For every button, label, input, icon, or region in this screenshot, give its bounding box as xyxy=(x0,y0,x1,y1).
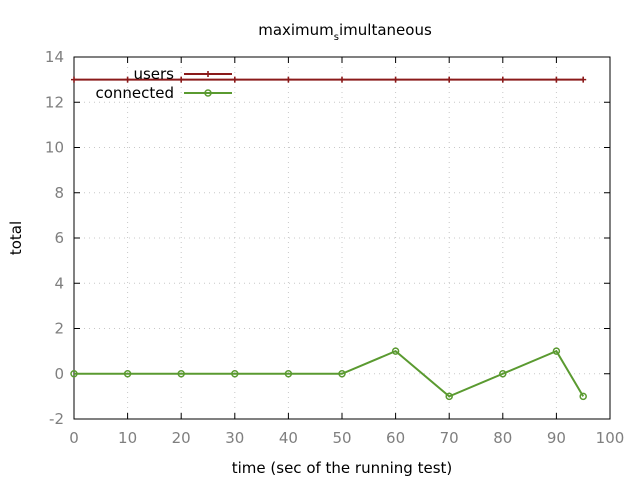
title-main: maximum xyxy=(258,21,334,39)
data-point-connected xyxy=(552,347,561,355)
y-tick-label: 2 xyxy=(54,320,64,338)
data-point-connected xyxy=(445,392,453,401)
data-point-connected xyxy=(123,370,132,378)
data-point-users xyxy=(499,76,506,83)
x-tick-label: 40 xyxy=(279,429,298,447)
legend-marker-users xyxy=(205,71,211,77)
series-group xyxy=(70,76,587,401)
x-tick-label: 60 xyxy=(386,429,405,447)
data-point-connected xyxy=(70,370,78,378)
x-tick-label: 0 xyxy=(69,429,79,447)
x-tick-label: 90 xyxy=(547,429,566,447)
x-tick-label: 50 xyxy=(332,429,351,447)
data-point-users xyxy=(231,76,238,83)
data-point-users xyxy=(178,76,185,83)
data-point-users xyxy=(580,76,587,83)
x-tick-label: 100 xyxy=(596,429,625,447)
series-line-connected xyxy=(74,349,585,398)
y-axis-label: total xyxy=(7,221,25,255)
series-users xyxy=(71,76,587,83)
data-point-connected xyxy=(284,370,293,378)
data-point-users xyxy=(71,76,77,83)
y-tick-label: 12 xyxy=(45,93,64,111)
x-tick-label: 70 xyxy=(440,429,459,447)
y-tick-label: 6 xyxy=(54,229,64,247)
x-tick-label: 30 xyxy=(225,429,244,447)
x-tick-label: 10 xyxy=(118,429,137,447)
data-point-connected xyxy=(499,370,507,378)
legend-label-users: users xyxy=(133,65,174,83)
data-point-users xyxy=(392,76,399,83)
data-point-connected xyxy=(231,370,239,378)
data-point-users xyxy=(446,76,453,83)
x-tick-label: 20 xyxy=(172,429,191,447)
y-axis-ticks: -2 0 2 4 6 8 10 12 14 xyxy=(45,48,610,428)
y-tick-label: 0 xyxy=(54,365,64,383)
data-point-users xyxy=(124,76,131,83)
title-rest: imultaneous xyxy=(339,21,432,39)
data-point-users xyxy=(339,76,345,83)
data-point-connected xyxy=(338,370,346,378)
data-point-users xyxy=(553,76,560,83)
y-tick-label: -2 xyxy=(49,410,64,428)
x-tick-label: 80 xyxy=(493,429,512,447)
y-tick-label: 14 xyxy=(45,48,64,66)
data-point-connected xyxy=(579,392,587,401)
data-point-connected xyxy=(177,370,185,378)
series-connected xyxy=(70,347,587,401)
x-axis-ticks: 0 10 20 30 40 50 60 70 80 90 100 xyxy=(69,57,624,447)
chart-title: maximumsimultaneous xyxy=(258,21,432,43)
x-axis-label: time (sec of the running test) xyxy=(232,459,453,477)
y-tick-label: 8 xyxy=(54,184,64,202)
grid xyxy=(74,57,610,419)
legend-label-connected: connected xyxy=(95,84,174,102)
legend-marker-connected xyxy=(204,89,212,97)
data-point-connected xyxy=(391,347,400,355)
y-tick-label: 4 xyxy=(54,274,64,292)
data-point-users xyxy=(285,76,292,83)
y-tick-label: 10 xyxy=(45,139,64,157)
title-subscript: s xyxy=(334,32,339,43)
